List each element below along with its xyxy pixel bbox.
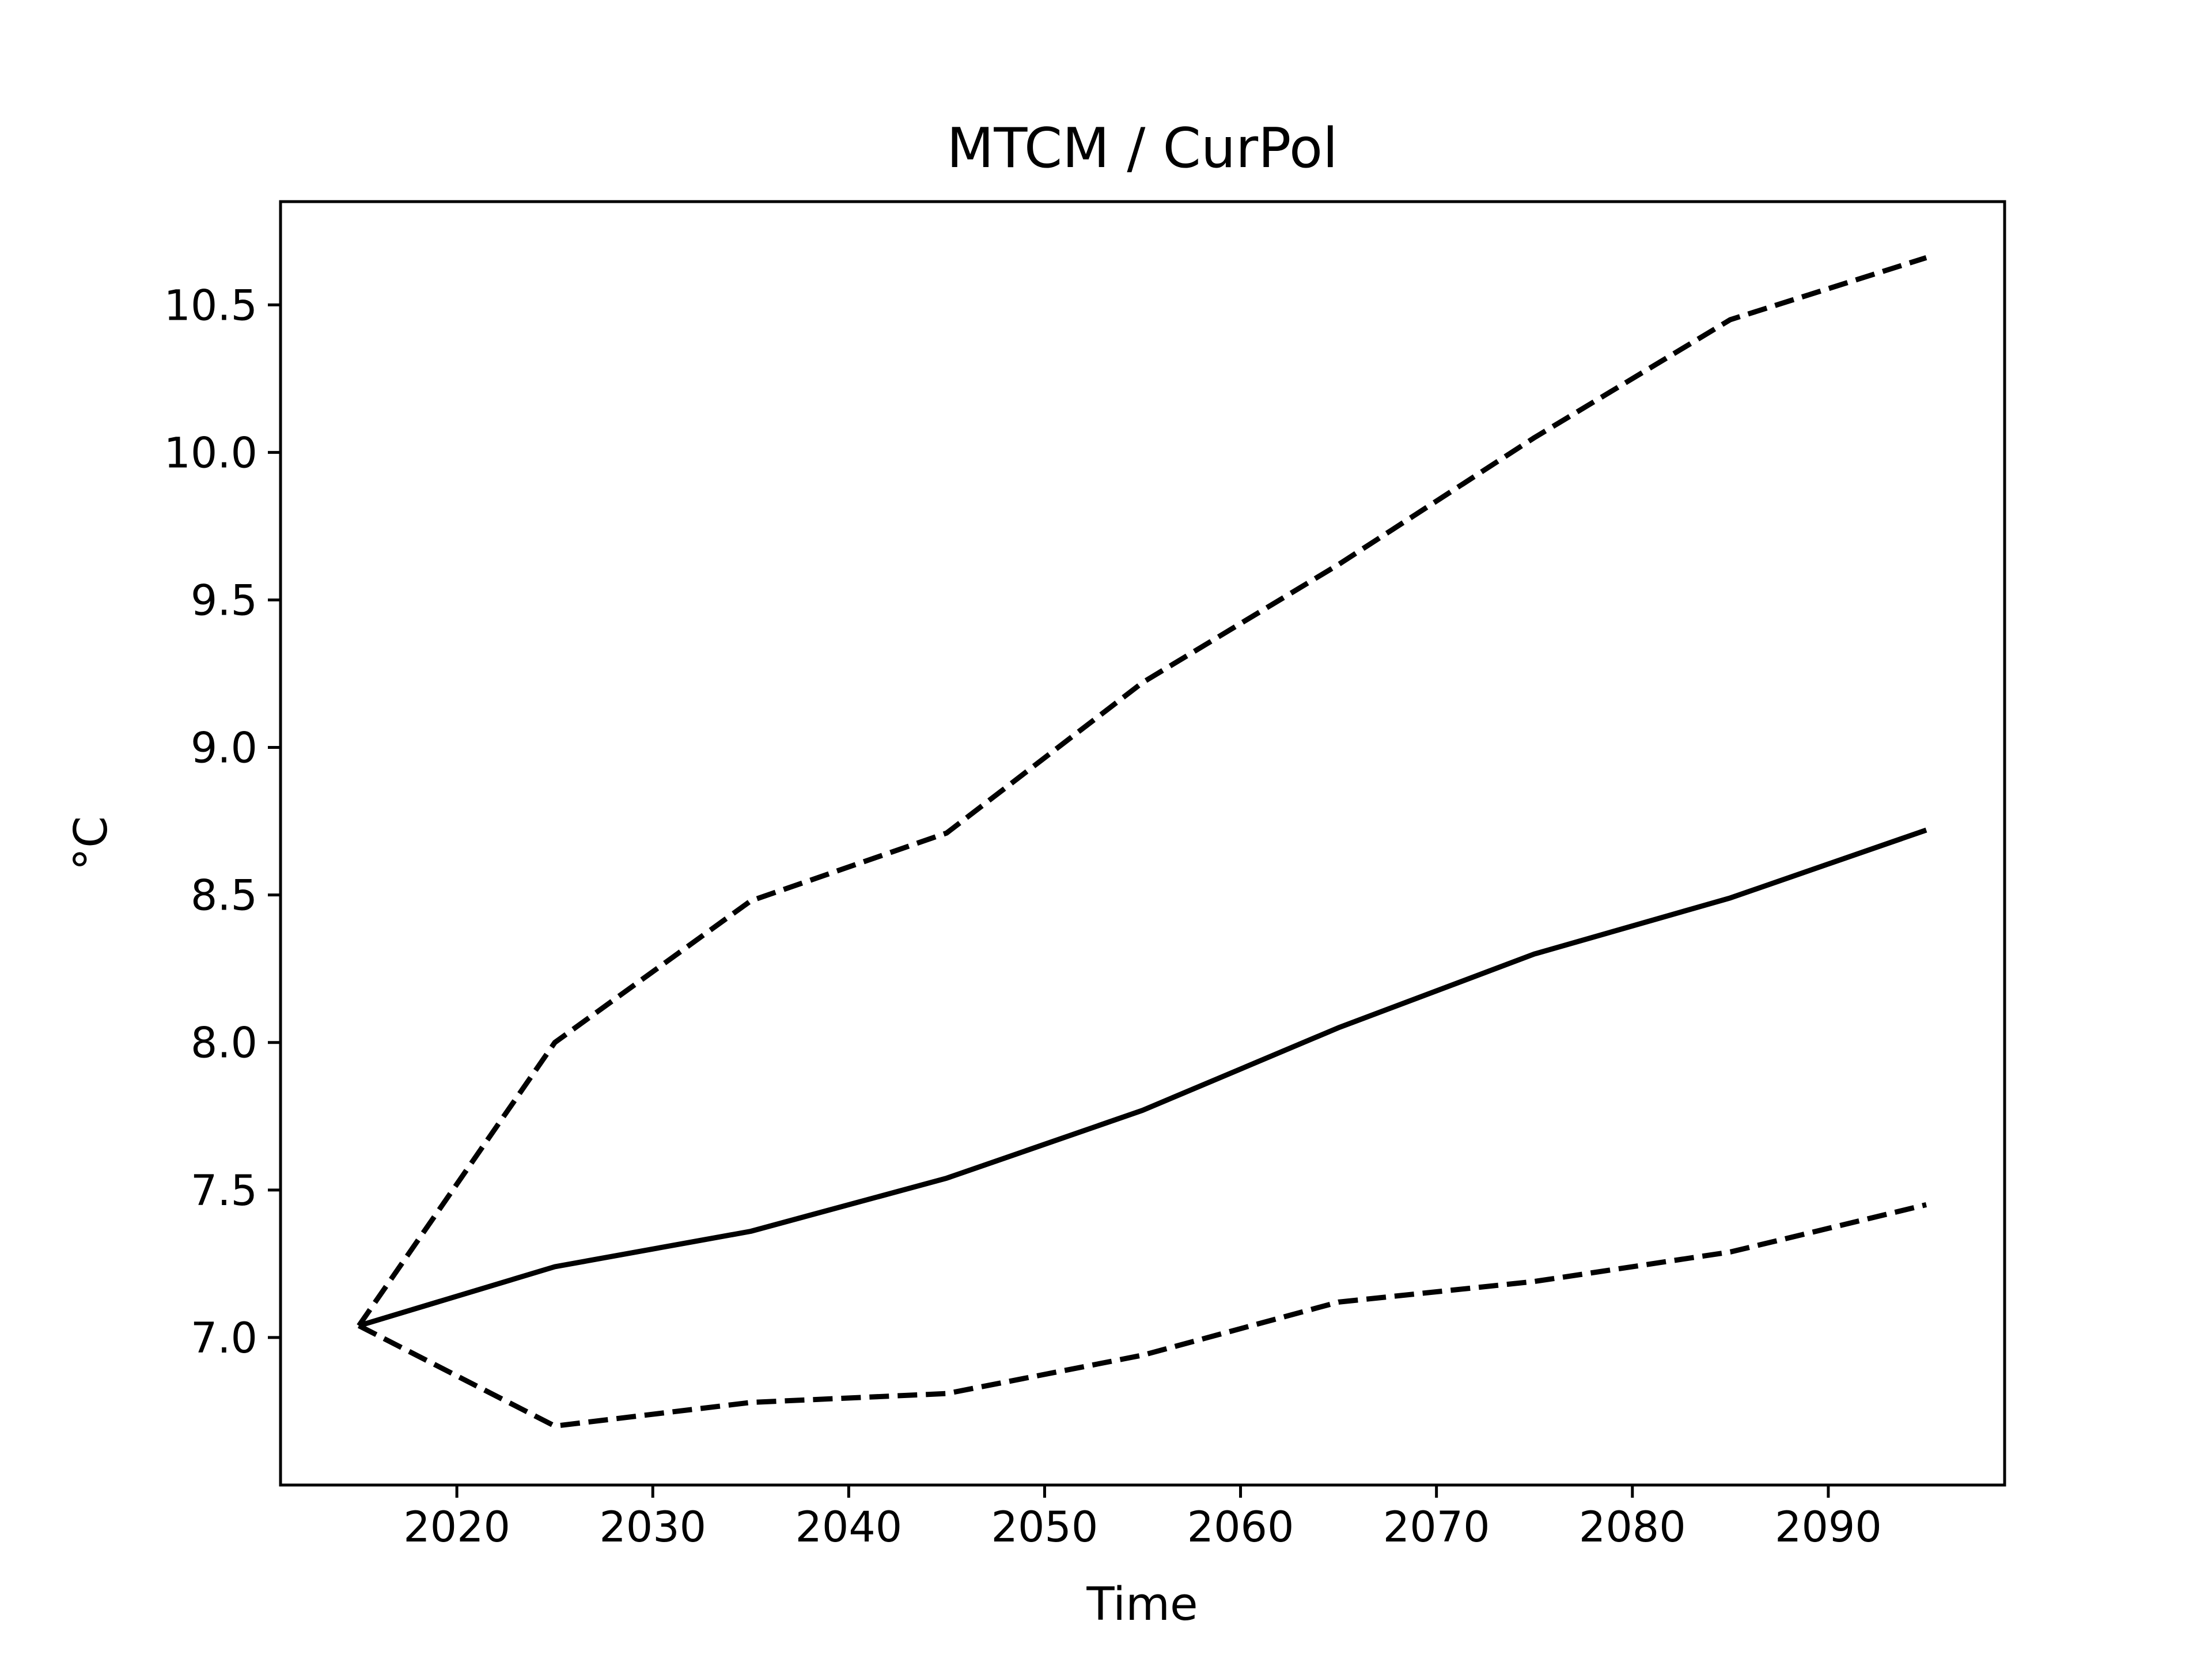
chart-title: MTCM / CurPol (946, 117, 1338, 180)
x-tick-label-2060: 2060 (1187, 1503, 1294, 1552)
y-tick-label-7: 10.5 (164, 281, 257, 330)
x-axis: 2020 2030 2040 2050 2060 2070 2080 2090 (403, 1485, 1882, 1552)
series-line-1 (358, 827, 1927, 1328)
y-tick-label-2: 8.0 (191, 1019, 257, 1068)
y-tick-label-5: 9.5 (191, 576, 257, 625)
x-tick-label-2080: 2080 (1579, 1503, 1686, 1552)
plot-frame (279, 200, 2006, 1487)
x-tick-label-2030: 2030 (599, 1503, 706, 1552)
x-axis-label: Time (1086, 1578, 1198, 1631)
y-axis-label: °C (65, 816, 118, 871)
y-tick-label-3: 8.5 (191, 872, 257, 921)
y-tick-label-6: 10.0 (164, 429, 257, 478)
series-line-2 (357, 255, 1927, 1327)
y-tick-label-4: 9.0 (191, 724, 257, 773)
y-tick-label-1: 7.5 (191, 1166, 257, 1215)
y-axis: 7.0 7.5 8.0 8.5 9.0 9.5 10.0 10.5 (164, 281, 281, 1363)
x-tick-label-2040: 2040 (795, 1503, 902, 1552)
y-tick-label-0: 7.0 (191, 1314, 257, 1363)
x-tick-label-2090: 2090 (1775, 1503, 1882, 1552)
series-line-3 (357, 1202, 1927, 1429)
x-tick-label-2020: 2020 (403, 1503, 510, 1552)
x-tick-label-2050: 2050 (991, 1503, 1099, 1552)
series-layer (357, 255, 1927, 1429)
x-tick-label-2070: 2070 (1383, 1503, 1490, 1552)
